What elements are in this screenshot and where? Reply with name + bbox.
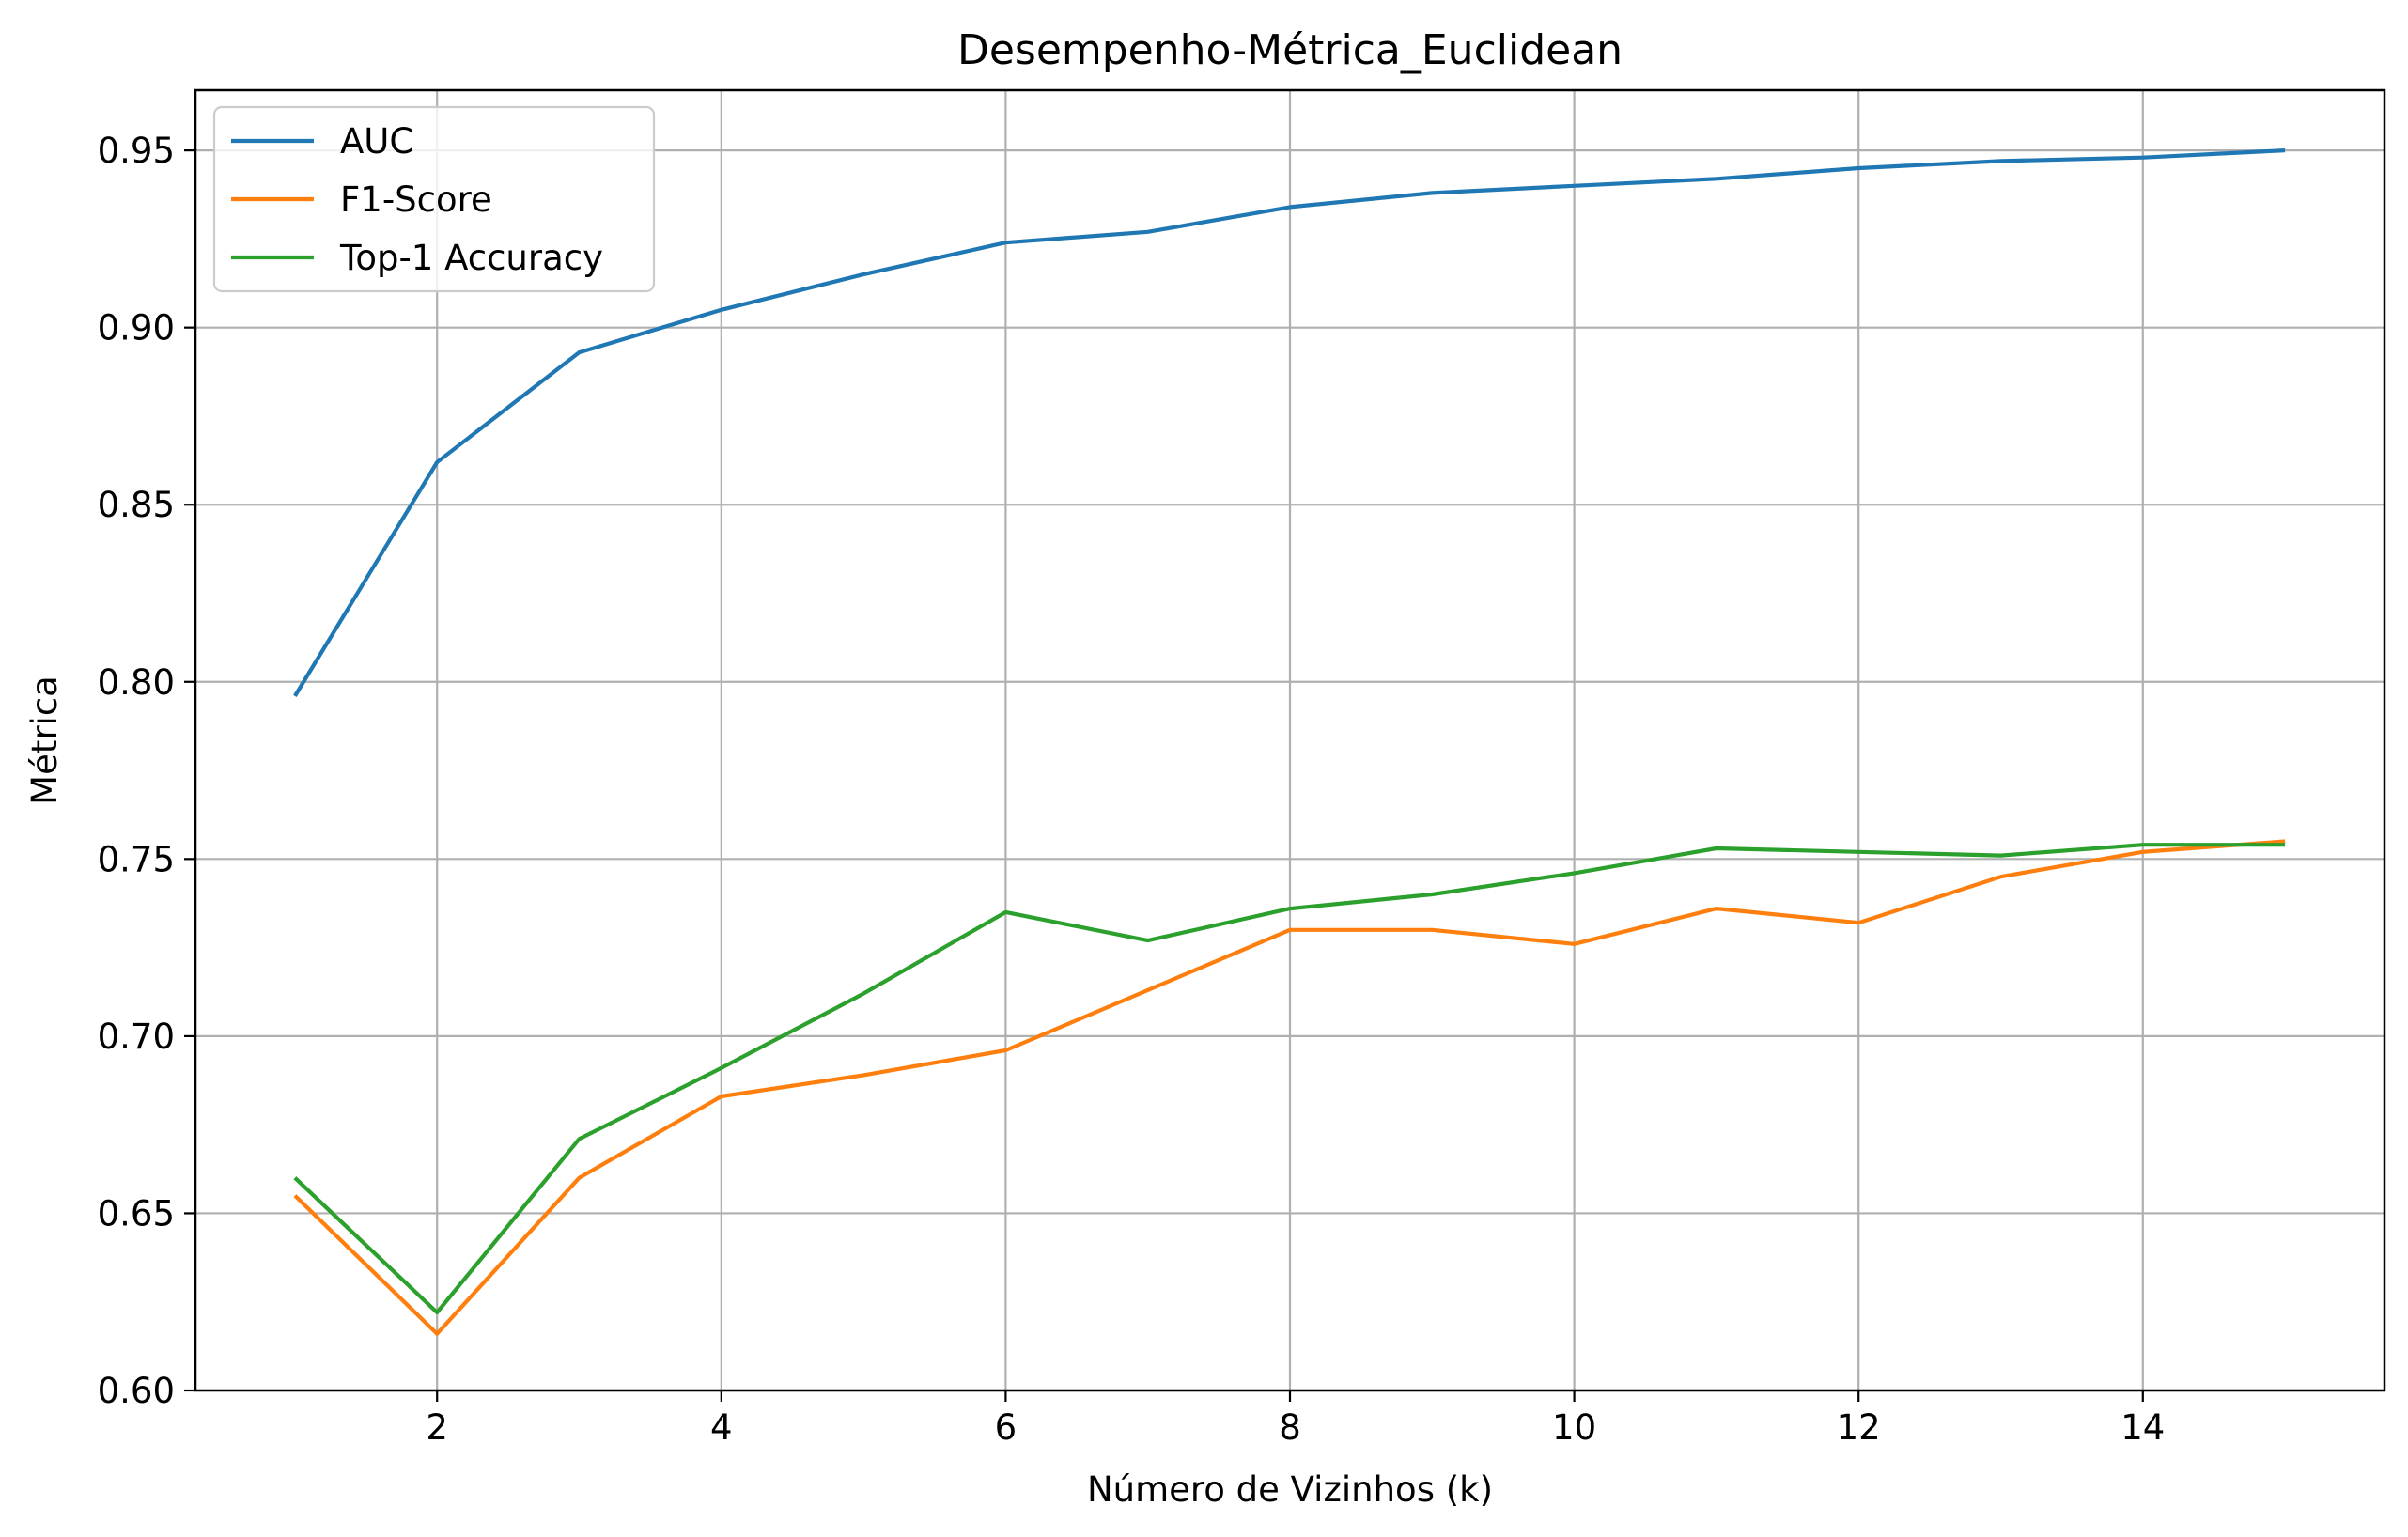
series-line-f1-score: [293, 839, 2286, 1336]
x-tick-label: 2: [426, 1407, 448, 1448]
x-axis-title: Número de Vizinhos (k): [1087, 1469, 1493, 1510]
series-line-auc: [293, 148, 2286, 697]
x-tick-label: 12: [1837, 1407, 1881, 1448]
y-tick-label: 0.65: [98, 1193, 175, 1234]
legend-label: Top-1 Accuracy: [339, 238, 603, 278]
x-tick-label: 10: [1552, 1407, 1596, 1448]
x-tick-label: 14: [2121, 1407, 2165, 1448]
axis-ticks: 2 4 6 8 10 12 14 0.60 0.65 0.70 0.75 0.80 0.85 0.90 0.…: [98, 131, 2166, 1448]
y-tick-label: 0.90: [98, 308, 175, 349]
y-tick-label: 0.60: [98, 1371, 175, 1411]
y-tick-label: 0.70: [98, 1017, 175, 1057]
legend-label: F1-Score: [340, 179, 492, 220]
x-tick-label: 8: [1279, 1407, 1301, 1448]
legend-box: [212, 105, 656, 293]
series-line-top-1-accuracy: [293, 843, 2286, 1315]
legend-label: AUC: [340, 121, 413, 162]
y-tick-label: 0.80: [98, 662, 175, 703]
chart-title: Desempenho-Métrica_Euclidean: [957, 26, 1623, 74]
y-tick-label: 0.75: [98, 839, 175, 879]
y-tick-label: 0.85: [98, 485, 175, 525]
y-tick-label: 0.95: [98, 131, 175, 171]
y-axis-title: Métrica: [24, 675, 65, 805]
series-lines: [293, 148, 2286, 1336]
x-tick-label: 6: [995, 1407, 1018, 1448]
x-tick-label: 4: [710, 1407, 733, 1448]
legend: AUC F1-Score Top-1 Accuracy: [212, 105, 656, 293]
